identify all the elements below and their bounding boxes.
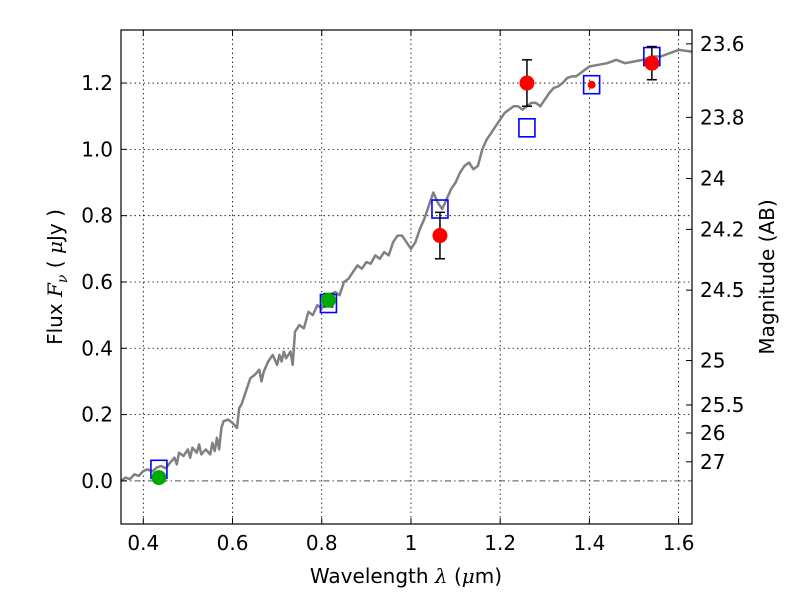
y2-tick-label: 23.8 bbox=[700, 105, 745, 129]
y2-tick-label: 24 bbox=[700, 167, 725, 191]
x-tick-label: 0.8 bbox=[306, 531, 338, 555]
y2-tick-label: 27 bbox=[700, 450, 725, 474]
observed-flux-point bbox=[519, 75, 535, 91]
y2-tick-label: 25 bbox=[700, 349, 725, 373]
y-tick-label: 1.0 bbox=[81, 137, 113, 161]
x-tick-label: 1.4 bbox=[573, 531, 605, 555]
y-tick-label: 0.4 bbox=[81, 336, 113, 360]
y-tick-label: 0.2 bbox=[81, 403, 113, 427]
plot-frame bbox=[120, 29, 693, 525]
y2-tick-label: 26 bbox=[700, 421, 725, 445]
observed-flux-point bbox=[432, 228, 448, 244]
observed-flux-point bbox=[320, 292, 336, 308]
observed-flux-point bbox=[587, 80, 596, 89]
y2-tick-label: 23.6 bbox=[700, 32, 745, 56]
observed-flux-point bbox=[644, 55, 660, 71]
y-tick-label: 0.8 bbox=[81, 204, 113, 228]
model-flux-square bbox=[582, 74, 601, 95]
observed-flux-point bbox=[151, 470, 167, 486]
x-tick-label: 1.6 bbox=[663, 531, 695, 555]
x-tick-label: 0.6 bbox=[217, 531, 249, 555]
x-tick-label: 1 bbox=[405, 531, 418, 555]
y2-axis-label: Magnitude (AB) bbox=[755, 199, 779, 354]
y-tick-label: 1.2 bbox=[81, 71, 113, 95]
model-spectrum-line bbox=[120, 48, 693, 482]
x-tick-label: 1.2 bbox=[484, 531, 516, 555]
x-axis-label: Wavelength λ (μm) bbox=[310, 564, 502, 588]
ticks: 0.4 0.6 0.8 1 1.2 1.4 1.6 0.0 0.2 0.4 0.6 0.8 1.0 1.2… bbox=[81, 30, 745, 555]
y2-tick-label: 24.2 bbox=[700, 217, 745, 241]
photometry-markers bbox=[150, 45, 661, 486]
model-spectrum-layer bbox=[120, 48, 693, 482]
y-tick-label: 0.6 bbox=[81, 270, 113, 294]
y-tick-label: 0.0 bbox=[81, 469, 113, 493]
y-axis-label: Flux Fν ( μJy ) bbox=[43, 209, 71, 345]
y2-tick-label: 24.5 bbox=[700, 278, 745, 302]
model-flux-square bbox=[518, 118, 536, 138]
y2-tick-label: 25.5 bbox=[700, 393, 745, 417]
x-tick-label: 0.4 bbox=[127, 531, 159, 555]
